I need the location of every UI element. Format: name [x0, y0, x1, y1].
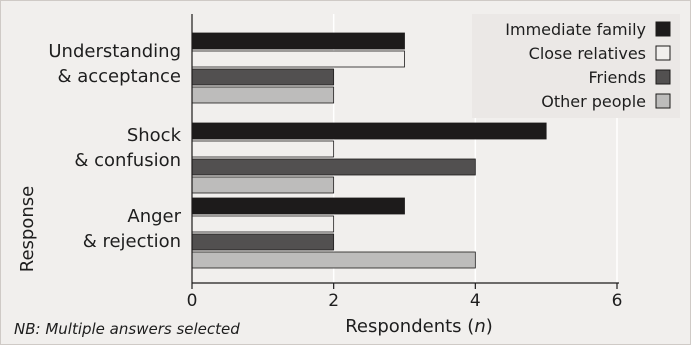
- category-label-understanding-line-2: & acceptance: [57, 66, 181, 87]
- legend-label-other-people: Other people: [541, 92, 646, 111]
- footnote: NB: Multiple answers selected: [14, 320, 240, 338]
- x-axis-label: Respondents (n): [345, 316, 493, 337]
- category-labels: Understanding & acceptance Shock & confusio…: [48, 41, 181, 252]
- bar-anger-immediate-family: [191, 197, 405, 215]
- bar-understanding-immediate-family: [191, 32, 405, 50]
- axes: [191, 14, 619, 284]
- category-label-understanding-line-1: Understanding: [48, 41, 181, 62]
- bar-understanding-friends: [191, 68, 335, 86]
- bar-shock-other-people: [191, 176, 335, 194]
- x-tick-label-4: 4: [470, 291, 481, 311]
- bar-shock-close-relatives: [191, 140, 335, 158]
- legend-label-close-relatives: Close relatives: [529, 44, 646, 63]
- legend-label-friends: Friends: [588, 68, 646, 87]
- x-tick-label-0: 0: [187, 291, 198, 311]
- category-label-shock-line-1: Shock: [127, 125, 182, 146]
- bar-anger-other-people: [191, 251, 476, 269]
- bar-understanding-close-relatives: [191, 50, 405, 68]
- bar-anger-close-relatives: [191, 215, 335, 233]
- category-label-anger-line-2: & rejection: [83, 231, 181, 252]
- bar-shock-immediate-family: [191, 122, 547, 140]
- legend-box: [472, 14, 680, 118]
- x-ticks: 0 2 4 6: [187, 283, 623, 311]
- x-tick-label-6: 6: [612, 291, 623, 311]
- legend-label-immediate-family: Immediate family: [505, 20, 646, 39]
- y-axis-label: Response: [17, 186, 38, 272]
- bar-understanding-other-people: [191, 86, 335, 104]
- bars: [191, 32, 547, 269]
- x-tick-label-2: 2: [328, 291, 339, 311]
- legend-swatch-friends: [655, 69, 671, 85]
- category-label-anger-line-1: Anger: [127, 206, 181, 227]
- category-label-shock-line-2: & confusion: [74, 150, 181, 171]
- legend-swatch-immediate-family: [655, 21, 671, 37]
- bar-shock-friends: [191, 158, 476, 176]
- bar-anger-friends: [191, 233, 335, 251]
- legend: Immediate family Close relatives Friends Ot…: [472, 14, 680, 118]
- legend-swatch-close-relatives: [655, 45, 671, 61]
- legend-swatch-other-people: [655, 93, 671, 109]
